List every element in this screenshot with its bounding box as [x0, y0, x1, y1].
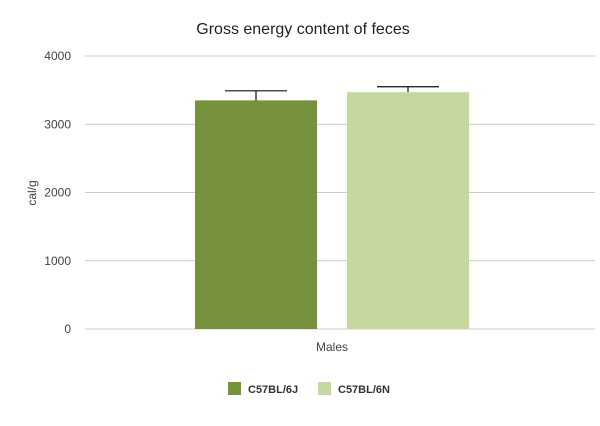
y-axis-ticks: 0 1000 2000 3000 4000: [44, 49, 71, 336]
bar: [195, 100, 317, 329]
gridlines: [85, 55, 595, 330]
y-tick-label: 0: [64, 322, 71, 336]
legend: C57BL/6J C57BL/6N: [228, 382, 390, 396]
y-axis-label: cal/g: [25, 180, 39, 205]
legend-swatch: [318, 382, 331, 395]
chart-title: Gross energy content of feces: [196, 21, 409, 38]
y-tick-label: 4000: [44, 49, 71, 63]
y-tick-label: 1000: [44, 254, 71, 268]
x-tick-label: Males: [316, 340, 348, 354]
bar: [347, 92, 469, 329]
y-tick-label: 3000: [44, 117, 71, 131]
bars: [195, 86, 469, 329]
x-axis-ticks: Males: [316, 340, 348, 354]
legend-swatch: [228, 382, 241, 395]
legend-label: C57BL/6J: [248, 384, 298, 396]
legend-label: C57BL/6N: [338, 384, 390, 396]
y-tick-label: 2000: [44, 186, 71, 200]
